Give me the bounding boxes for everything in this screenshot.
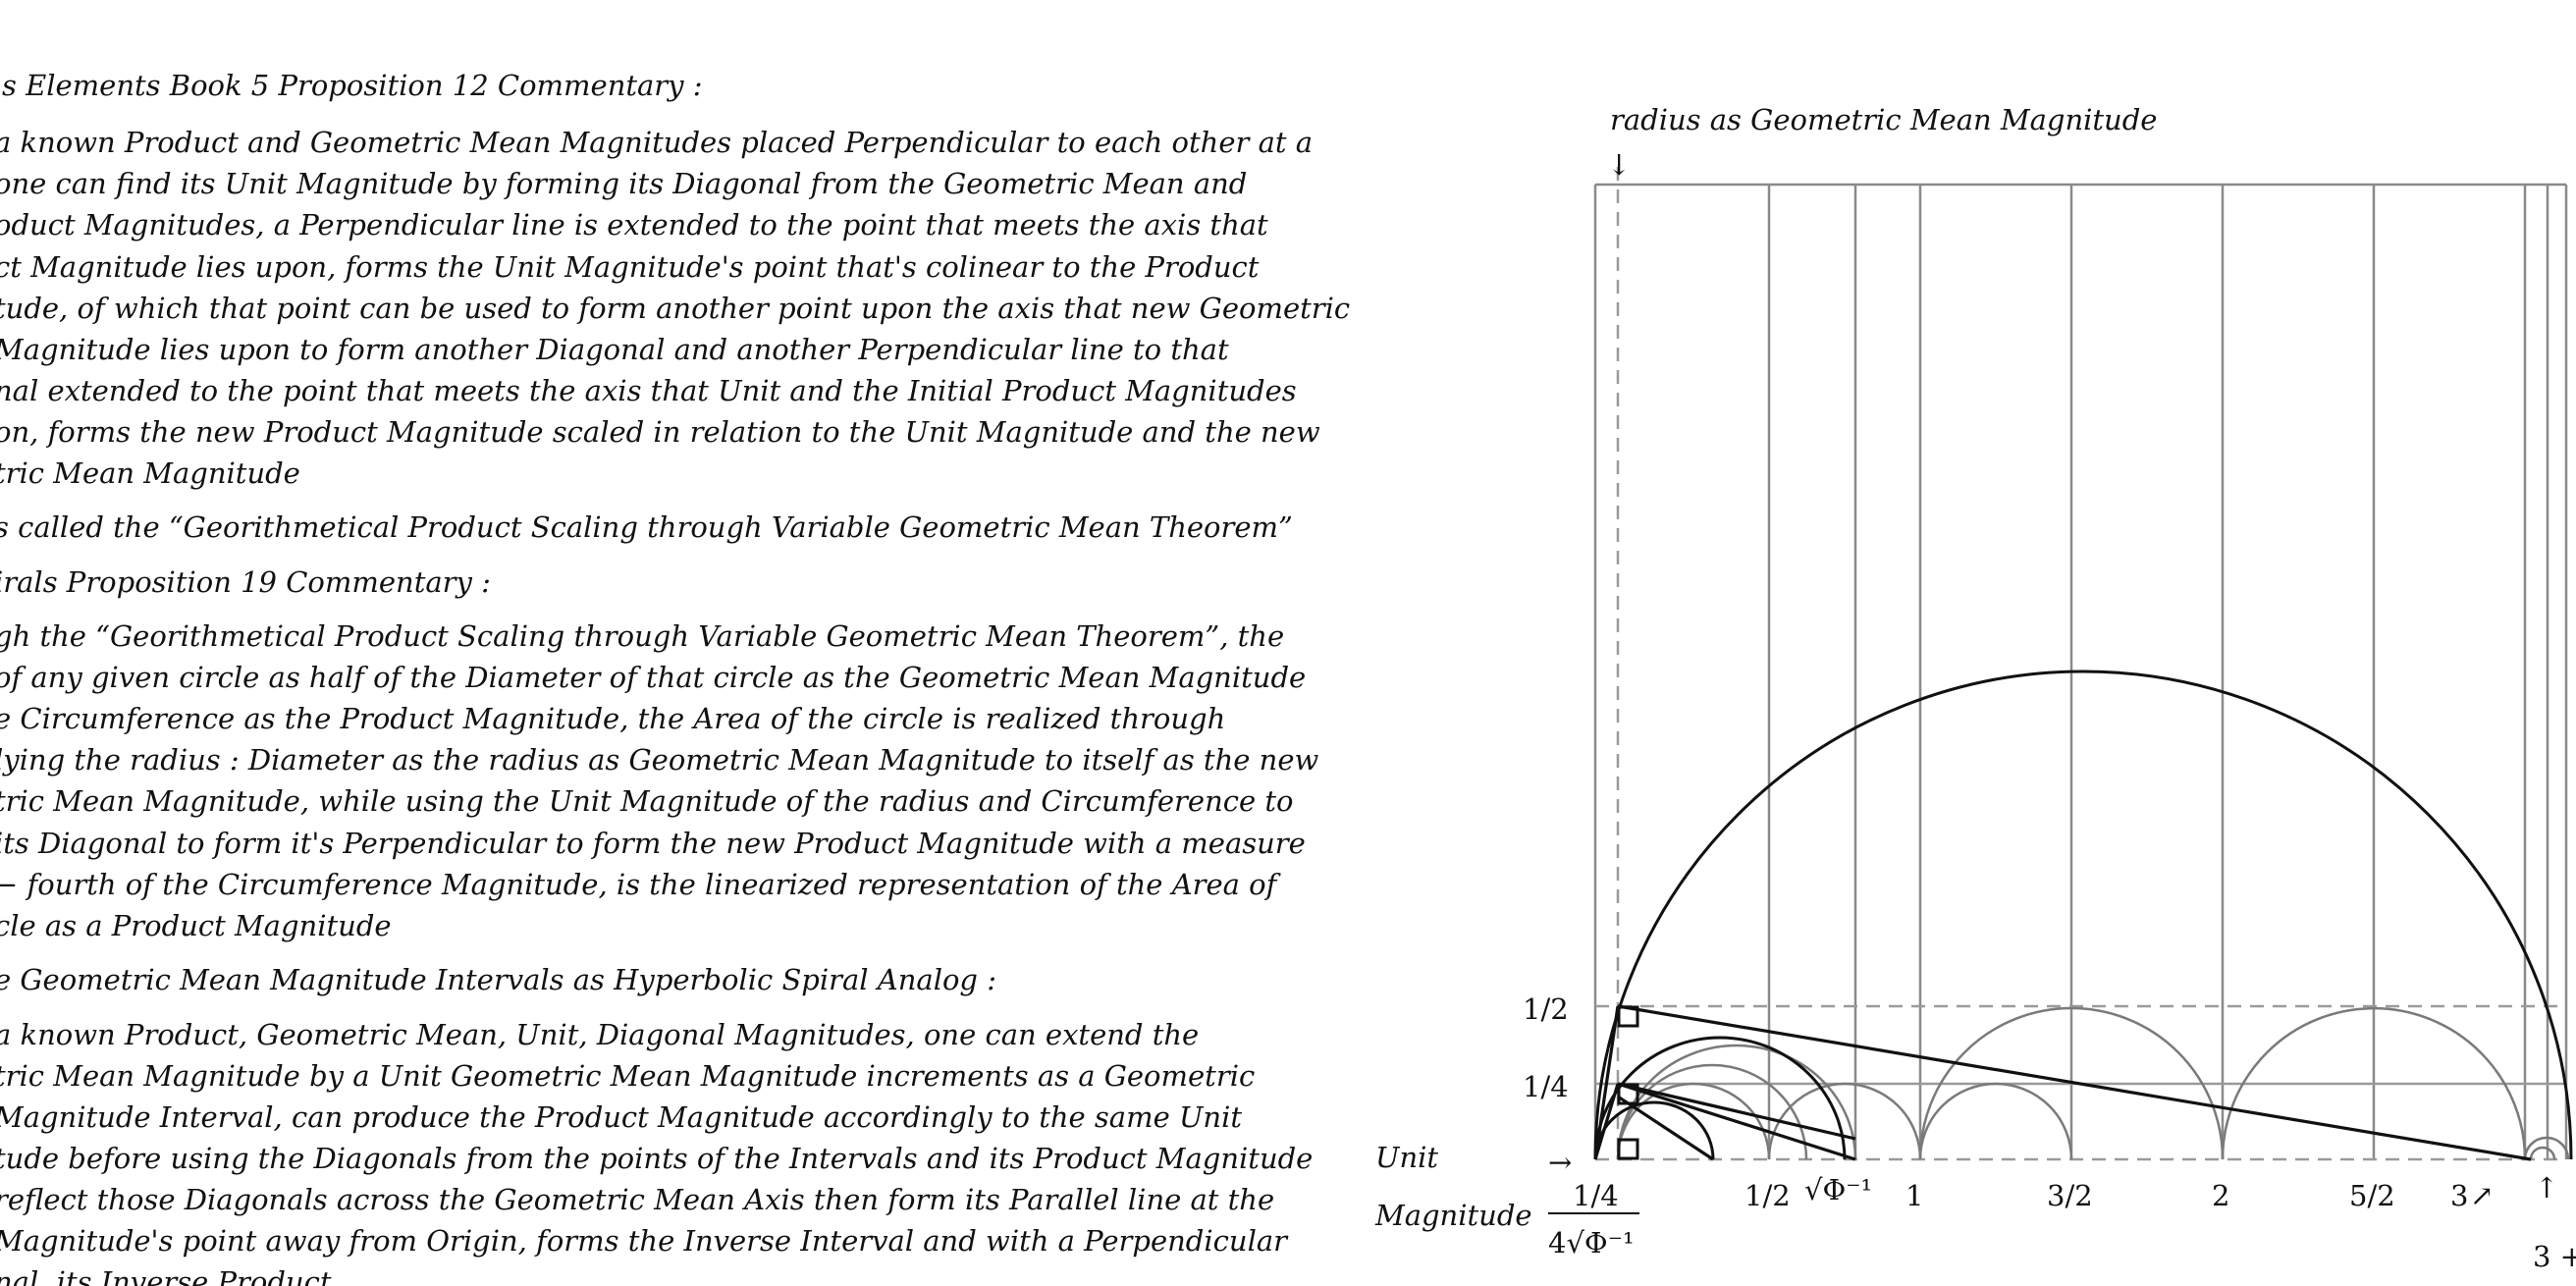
right-angle [1617, 1005, 1639, 1028]
text-line: irals Proposition 19 Commentary : [0, 565, 491, 599]
right-angle [1617, 1138, 1639, 1160]
diagonal [1593, 1083, 1620, 1160]
x-label-one: 1 [1905, 1179, 1923, 1212]
text-line: a known Product, Geometric Mean, Unit, D… [0, 1018, 1200, 1051]
right-angle-markers [1617, 1005, 1639, 1160]
text-line: a known Product and Geometric Mean Magni… [0, 126, 1314, 159]
diagonal [1617, 1095, 1714, 1161]
text-line: Magnitude's point away from Origin, form… [0, 1224, 1287, 1258]
text-line: Magnitude Interval, can produce the Prod… [0, 1100, 1243, 1134]
text-line: nal extended to the point that meets the… [0, 374, 1297, 407]
text-line: 's Elements Book 5 Proposition 12 Commen… [0, 69, 703, 102]
x-label-quarter-denominator: 4√Φ⁻¹ [1548, 1226, 1635, 1259]
x-label-bottom-right: 3 + [2533, 1240, 2576, 1273]
semicircle [1767, 1082, 1922, 1160]
arrow-right-icon: → [1548, 1146, 1572, 1179]
diagonal [1617, 1082, 1856, 1161]
x-label-three: 3 [2450, 1179, 2468, 1212]
commentary-text: 's Elements Book 5 Proposition 12 Commen… [0, 69, 1351, 1286]
arrow-ne-icon: ↗ [2470, 1179, 2494, 1212]
semicircle [1616, 1063, 1808, 1160]
semicircle [1616, 1082, 1771, 1160]
arc [1593, 1100, 1715, 1160]
x-label-quarter: 1/4 [1573, 1179, 1619, 1212]
semicircle [1918, 1006, 2225, 1160]
top-label: radius as Geometric Mean Magnitude [1610, 103, 2157, 136]
x-label-sqrt: √Φ⁻¹ [1804, 1173, 1872, 1206]
semicircle [1918, 1082, 2073, 1160]
semicircle [2529, 1146, 2556, 1160]
text-line: nal, its Inverse Product [0, 1265, 332, 1286]
text-line: of any given circle as half of the Diame… [0, 661, 1307, 694]
text-line: tric Mean Magnitude by a Unit Geometric … [0, 1059, 1256, 1093]
text-line: one can find its Unit Magnitude by formi… [0, 167, 1248, 200]
text-line: s called the “Georithmetical Product Sca… [0, 510, 1293, 544]
x-label-two: 2 [2212, 1179, 2229, 1212]
semicircle [2523, 1136, 2570, 1160]
text-line: on, forms the new Product Magnitude scal… [0, 415, 1320, 449]
x-label-three-half: 3/2 [2047, 1179, 2093, 1212]
y-label-quarter: 1/4 [1523, 1070, 1569, 1103]
circumference-arc [1593, 670, 2573, 1160]
diagonals [1593, 1004, 2532, 1161]
arc [1593, 1036, 1847, 1160]
right-angle [1617, 1083, 1639, 1105]
text-line: ct Magnitude lies upon, forms the Unit M… [0, 250, 1260, 284]
text-line: cle as a Product Magnitude [0, 909, 392, 942]
magnitude-label: Magnitude [1374, 1199, 1532, 1232]
text-line: gh the “Georithmetical Product Scaling t… [0, 619, 1285, 653]
text-line: reflect those Diagonals across the Geome… [0, 1183, 1275, 1216]
x-label-five-half: 5/2 [2349, 1179, 2395, 1212]
diagonal [1617, 1004, 2532, 1161]
text-line: tric Mean Magnitude, while using the Uni… [0, 784, 1294, 818]
text-line: e Circumference as the Product Magnitude… [0, 702, 1226, 735]
text-line: Magnitude lies upon to form another Diag… [0, 333, 1229, 366]
unit-label: Unit [1375, 1141, 1438, 1174]
text-line: tude, of which that point can be used to… [0, 292, 1351, 325]
text-line: e Geometric Mean Magnitude Intervals as … [0, 963, 996, 996]
semicircle [2221, 1006, 2527, 1160]
vertical-grid [1767, 185, 2549, 1159]
text-line: tude before using the Diagonals from the… [0, 1142, 1314, 1175]
text-line: its Diagonal to form it's Perpendicular … [0, 827, 1306, 860]
arrow-down-icon: ↓ [1607, 148, 1631, 182]
diagonal [1593, 1005, 1620, 1160]
dashed-guides [1595, 167, 2566, 1161]
arrow-up-icon: ↑ [2535, 1171, 2558, 1205]
x-label-half: 1/2 [1744, 1179, 1791, 1212]
diagonal [1617, 1082, 1856, 1141]
text-line: tric Mean Magnitude [0, 456, 300, 490]
text-line: − fourth of the Circumference Magnitude,… [0, 868, 1277, 901]
y-label-half: 1/2 [1523, 992, 1569, 1026]
text-line: lying the radius : Diameter as the radiu… [0, 743, 1319, 777]
text-line: oduct Magnitudes, a Perpendicular line i… [0, 208, 1268, 241]
